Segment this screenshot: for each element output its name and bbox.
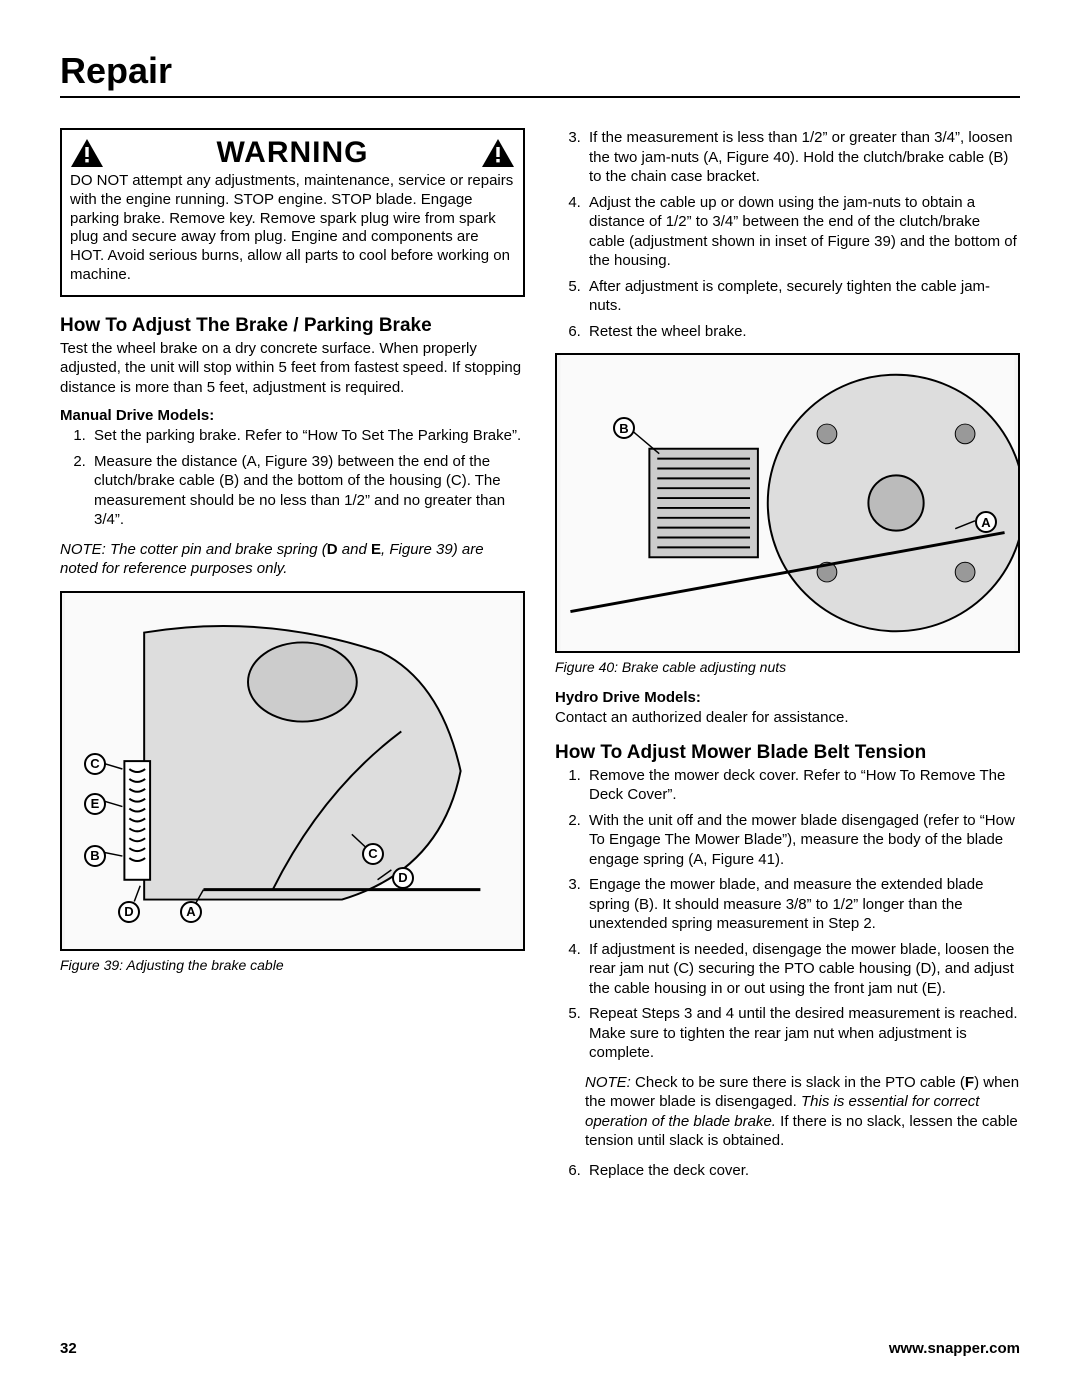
warning-triangle-icon	[70, 138, 104, 168]
manual-drive-label: Manual Drive Models:	[60, 407, 525, 424]
figure-callout: C	[84, 753, 106, 775]
blade-note: NOTE: Check to be sure there is slack in…	[585, 1073, 1020, 1151]
blade-steps-list: Remove the mower deck cover. Refer to “H…	[555, 766, 1020, 1063]
figure-40-caption: Figure 40: Brake cable adjusting nuts	[555, 659, 1020, 675]
right-column: If the measurement is less than 1/2” or …	[555, 128, 1020, 1190]
manual-steps-list: Set the parking brake. Refer to “How To …	[60, 426, 525, 530]
list-item: If the measurement is less than 1/2” or …	[585, 128, 1020, 187]
figure-40: B A	[555, 353, 1020, 653]
note-ref: F	[965, 1074, 974, 1091]
list-item: Repeat Steps 3 and 4 until the desired m…	[585, 1004, 1020, 1063]
note-text: Check to be sure there is slack in the P…	[635, 1074, 965, 1091]
note-ref: D	[327, 541, 338, 558]
content-columns: WARNING DO NOT attempt any adjustments, …	[60, 128, 1020, 1190]
left-column: WARNING DO NOT attempt any adjustments, …	[60, 128, 525, 1190]
figure-39: C E B D A C D	[60, 591, 525, 951]
page-number: 32	[60, 1340, 77, 1357]
list-item: Adjust the cable up or down using the ja…	[585, 193, 1020, 271]
brake-intro: Test the wheel brake on a dry concrete s…	[60, 339, 525, 398]
hydro-text: Contact an authorized dealer for assista…	[555, 708, 1020, 728]
blade-step6-list: Replace the deck cover.	[555, 1161, 1020, 1181]
figure-callout: D	[118, 901, 140, 923]
note-prefix: NOTE:	[585, 1074, 635, 1091]
list-item: Retest the wheel brake.	[585, 322, 1020, 342]
figure-callout: E	[84, 793, 106, 815]
warning-box: WARNING DO NOT attempt any adjustments, …	[60, 128, 525, 297]
figure-39-caption: Figure 39: Adjusting the brake cable	[60, 957, 525, 973]
list-item: With the unit off and the mower blade di…	[585, 811, 1020, 870]
figure-callout: D	[392, 867, 414, 889]
list-item: Set the parking brake. Refer to “How To …	[90, 426, 525, 446]
figure-callout: A	[180, 901, 202, 923]
list-item: Engage the mower blade, and measure the …	[585, 875, 1020, 934]
figure-callout: B	[84, 845, 106, 867]
page-title: Repair	[60, 50, 1020, 98]
list-item: If adjustment is needed, disengage the m…	[585, 940, 1020, 999]
note-text: and	[338, 541, 371, 558]
brake-note: NOTE: The cotter pin and brake spring (D…	[60, 540, 525, 579]
warning-title: WARNING	[217, 136, 369, 170]
warning-text: DO NOT attempt any adjustments, maintena…	[70, 172, 515, 285]
figure-callout: B	[613, 417, 635, 439]
figure-callout: C	[362, 843, 384, 865]
page-footer: 32 www.snapper.com	[60, 1340, 1020, 1357]
figure-39-illustration	[62, 593, 523, 949]
footer-url: www.snapper.com	[889, 1340, 1020, 1357]
list-item: After adjustment is complete, securely t…	[585, 277, 1020, 316]
note-ref: E	[371, 541, 381, 558]
note-text: NOTE: The cotter pin and brake spring (	[60, 541, 327, 558]
warning-header: WARNING	[70, 136, 515, 170]
hydro-drive-label: Hydro Drive Models:	[555, 689, 1020, 706]
list-item: Measure the distance (A, Figure 39) betw…	[90, 452, 525, 530]
figure-callout: A	[975, 511, 997, 533]
warning-triangle-icon	[481, 138, 515, 168]
blade-heading: How To Adjust Mower Blade Belt Tension	[555, 742, 1020, 764]
figure-40-illustration	[557, 355, 1018, 651]
brake-heading: How To Adjust The Brake / Parking Brake	[60, 315, 525, 337]
list-item: Remove the mower deck cover. Refer to “H…	[585, 766, 1020, 805]
list-item: Replace the deck cover.	[585, 1161, 1020, 1181]
brake-continued-steps: If the measurement is less than 1/2” or …	[555, 128, 1020, 341]
